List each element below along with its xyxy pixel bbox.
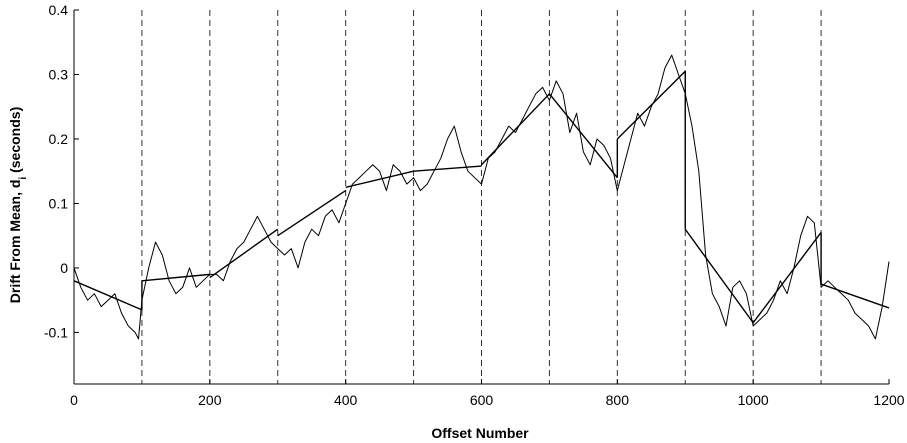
x-tick-label-5: 1000: [738, 392, 769, 408]
x-tick-label-1: 200: [198, 392, 222, 408]
y-tick-label-0: -0.1: [44, 324, 68, 340]
fit-segment-0: [73, 280, 143, 311]
x-axis-title: Offset Number: [431, 425, 529, 441]
y-tick-label-3: 0.2: [49, 131, 69, 147]
x-axis-ticks: 0 200 400 600 800 1000 1200: [70, 379, 905, 408]
fit-segment-10: [752, 232, 822, 324]
y-tick-label-2: 0.1: [49, 195, 69, 211]
x-tick-label-0: 0: [70, 392, 78, 408]
x-tick-label-2: 400: [334, 392, 358, 408]
y-axis-title: Drift From Mean, di (seconds): [7, 107, 29, 303]
drift-line: [73, 54, 890, 340]
y-tick-label-4: 0.3: [49, 66, 69, 82]
fit-segment-8: [616, 70, 686, 140]
fit-segment-6: [480, 93, 550, 166]
drift-series: [73, 54, 890, 340]
x-tick-label-6: 1200: [873, 392, 904, 408]
x-tick-label-4: 800: [606, 392, 630, 408]
y-axis-ticks: -0.1 0 0.1 0.2 0.3 0.4: [44, 2, 79, 340]
x-tick-label-3: 600: [470, 392, 494, 408]
y-axis-title-main: Drift From Mean, d: [7, 180, 23, 304]
fit-segment-1: [141, 273, 210, 282]
y-tick-label-5: 0.4: [49, 2, 69, 18]
fit-segment-4: [345, 170, 414, 189]
y-axis-title-subscript: i: [18, 177, 29, 180]
fit-segment-5: [413, 165, 482, 172]
fit-segment-3: [277, 189, 347, 237]
y-axis-title-unit: (seconds): [7, 107, 23, 177]
piecewise-fit-lines: [73, 70, 890, 324]
fit-segment-2: [209, 228, 279, 279]
segment-divider-lines: [73, 10, 822, 384]
fit-segment-9: [684, 228, 754, 324]
fit-segment-11: [820, 283, 890, 309]
axes: [73, 10, 889, 385]
y-tick-label-1: 0: [60, 260, 68, 276]
fit-segment-7: [548, 93, 618, 179]
